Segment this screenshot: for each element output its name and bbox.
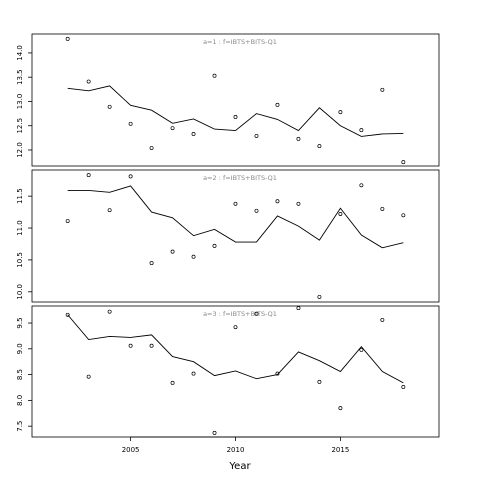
y-tick-label: 13.5: [16, 69, 24, 85]
series-line: [67, 185, 404, 249]
data-point: [401, 160, 406, 165]
data-point: [149, 261, 154, 266]
data-point: [233, 115, 238, 119]
data-point: [317, 144, 322, 149]
data-point: [317, 294, 322, 299]
panel-title: a=2 : f=IBTS+BITS-Q1: [203, 174, 277, 182]
x-tick-label: 2005: [122, 446, 140, 454]
data-point: [359, 128, 364, 133]
data-point: [296, 136, 301, 141]
data-point: [191, 254, 196, 259]
data-point: [170, 380, 175, 385]
data-point: [128, 121, 133, 126]
data-point: [254, 133, 259, 138]
y-tick-label: 7.5: [16, 421, 24, 432]
y-tick-label: 10.5: [16, 252, 24, 268]
data-point: [65, 219, 70, 223]
data-point: [296, 306, 301, 311]
data-point: [149, 146, 154, 150]
data-point: [338, 110, 343, 115]
y-tick-label: 12.0: [16, 142, 24, 158]
panel-frame: [31, 169, 440, 303]
data-point: [317, 379, 322, 384]
data-point: [107, 309, 112, 314]
data-point: [191, 371, 196, 376]
data-point: [275, 371, 280, 376]
data-point: [170, 126, 175, 131]
data-point: [107, 104, 112, 109]
data-point: [233, 201, 238, 206]
y-tick-label: 11.0: [16, 220, 24, 236]
data-point: [275, 102, 280, 107]
x-tick-label: 2010: [227, 446, 245, 454]
data-point: [338, 406, 343, 411]
y-tick-label: 9.5: [16, 317, 24, 328]
series-line: [67, 314, 404, 384]
data-point: [65, 312, 70, 317]
data-point: [275, 199, 280, 204]
y-tick-label: 8.0: [16, 395, 24, 406]
data-point: [212, 243, 217, 248]
data-point: [380, 206, 385, 211]
data-point: [254, 311, 259, 316]
data-point: [212, 73, 217, 78]
x-axis-label: Year: [228, 461, 251, 472]
x-tick-label: 2015: [331, 446, 349, 454]
panel-title: a=1 : f=IBTS+BITS-Q1: [203, 38, 277, 46]
y-tick-label: 13.0: [16, 94, 24, 110]
data-point: [401, 213, 406, 218]
data-point: [359, 347, 364, 352]
panel-frame: [31, 33, 440, 167]
data-point: [128, 174, 133, 179]
data-point: [212, 430, 217, 435]
data-point: [254, 208, 259, 213]
y-tick-label: 12.5: [16, 118, 24, 134]
data-point: [107, 208, 112, 213]
data-point: [296, 201, 301, 206]
data-point: [149, 343, 154, 348]
data-point: [380, 317, 385, 322]
series-line: [67, 85, 404, 137]
panel-title: a=3 : f=IBTS+BITS-Q1: [203, 310, 277, 318]
data-point: [191, 132, 196, 136]
data-point: [86, 374, 91, 379]
y-tick-label: 10.0: [16, 284, 24, 300]
data-point: [128, 343, 133, 348]
y-tick-label: 9.0: [16, 343, 24, 354]
data-point: [380, 87, 385, 92]
y-tick-label: 11.5: [16, 188, 24, 204]
data-point: [65, 36, 70, 41]
data-point: [338, 212, 343, 216]
y-tick-label: 8.5: [16, 369, 24, 380]
data-point: [233, 325, 238, 330]
data-point: [86, 79, 91, 84]
data-point: [86, 173, 91, 178]
data-point: [359, 183, 364, 188]
data-point: [401, 385, 406, 389]
data-point: [170, 249, 175, 254]
y-tick-label: 14.0: [16, 45, 24, 61]
